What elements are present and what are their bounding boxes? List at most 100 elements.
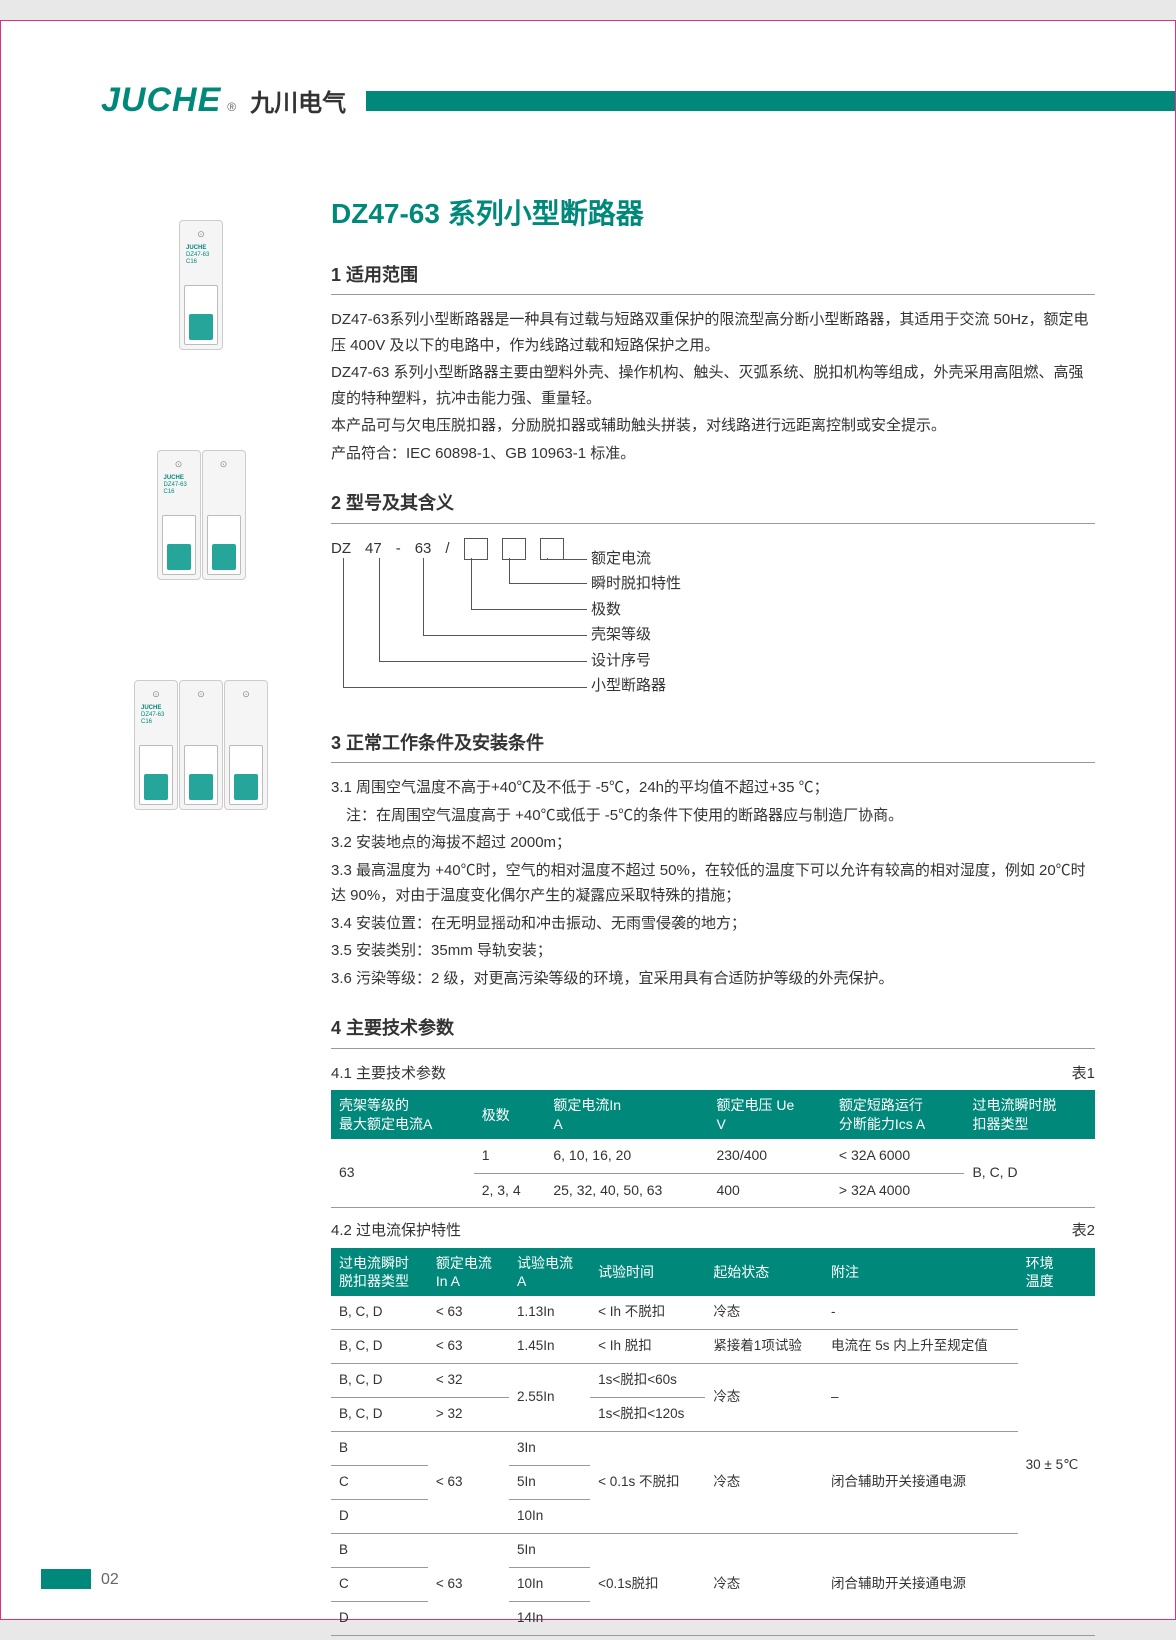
model-box3 [540,538,564,560]
main-content: DZ47-63 系列小型断路器 1 适用范围 DZ47-63系列小型断路器是一种… [331,190,1095,1636]
t2-cell: < Ih 脱扣 [590,1330,705,1364]
model-number-diagram: DZ 47 - 63 / 额定电流 瞬时脱扣特性 [331,536,1095,706]
t1-cell: B, C, D [964,1139,1095,1208]
s3-item-3: 3.3 最高温度为 +40℃时，空气的相对温度不超过 50%，在较低的温度下可以… [331,858,1095,909]
t2-cell: D [331,1601,428,1635]
s1-p1: DZ47-63系列小型断路器是一种具有过载与短路双重保护的限流型高分断小型断路器… [331,307,1095,358]
t2-cell: C [331,1466,428,1500]
t2-cell: 1.13In [509,1296,590,1329]
table1-header: 额定电压 UeV [708,1090,830,1138]
t2-cell: B, C, D [331,1296,428,1329]
t2-cell: 14In [509,1601,590,1635]
s3-item-5: 3.5 安装类别：35mm 导轨安装； [331,938,1095,964]
t2-cell: B, C, D [331,1364,428,1398]
table1-header: 过电流瞬时脱扣器类型 [964,1090,1095,1138]
t2-cell: < 63 [428,1533,509,1635]
t2-cell: 3In [509,1432,590,1466]
s1-p2: DZ47-63 系列小型断路器主要由塑料外壳、操作机构、触头、灭弧系统、脱扣机构… [331,360,1095,411]
t1-cell: < 32A 6000 [831,1139,965,1173]
t2-cell: 冷态 [705,1432,823,1534]
t2-cell: <0.1s脱扣 [590,1533,705,1635]
table2-header: 环境温度 [1018,1248,1095,1296]
model-box1 [464,538,488,560]
t2-cell: B [331,1432,428,1466]
table1-caption: 4.1 主要技术参数 [331,1061,446,1087]
logo-text-cn: 九川电气 [250,83,346,118]
model-label-poles: 极数 [591,597,681,623]
table2-caption: 4.2 过电流保护特性 [331,1218,461,1244]
table1-header: 额定电流InA [545,1090,708,1138]
product-3pole: ⊙JUCHEDZ47-63C16 ⊙ ⊙ [134,680,268,810]
table-1: 壳架等级的最大额定电流A极数额定电流InA额定电压 UeV额定短路运行分断能力I… [331,1090,1095,1208]
t2-cell: < 0.1s 不脱扣 [590,1432,705,1534]
table-2: 过电流瞬时脱扣器类型额定电流In A试验电流A试验时间起始状态附注环境温度 B,… [331,1248,1095,1636]
t1-cell: 63 [331,1139,474,1208]
table1-header: 壳架等级的最大额定电流A [331,1090,474,1138]
model-label-design: 设计序号 [591,648,681,674]
t2-cell: C [331,1567,428,1601]
s1-p3: 本产品可与欠电压脱扣器，分励脱扣器或辅助触头拼装，对线路进行远距离控制或安全提示… [331,413,1095,439]
s3-item-1-note: 注：在周围空气温度高于 +40℃或低于 -5℃的条件下使用的断路器应与制造厂协商… [331,803,1095,829]
t2-cell: 电流在 5s 内上升至规定值 [823,1330,1018,1364]
t2-cell: < 63 [428,1432,509,1534]
table2-header: 附注 [823,1248,1018,1296]
product-image-column: ⊙ JUCHE DZ47-63 C16 ⊙JUCHEDZ47-63C16 ⊙ [101,190,301,1636]
pole-sub: C16 [186,259,197,265]
section-3-heading: 3 正常工作条件及安装条件 [331,728,1095,764]
t2-cell: 冷态 [705,1296,823,1329]
t2-cell: B [331,1533,428,1567]
t2-cell: 2.55In [509,1364,590,1432]
t2-cell: B, C, D [331,1330,428,1364]
t2-cell: < 63 [428,1296,509,1329]
model-label-current: 额定电流 [591,546,681,572]
table1-header: 额定短路运行分断能力Ics A [831,1090,965,1138]
t1-cell: 230/400 [708,1139,830,1173]
t2-cell: 闭合辅助开关接通电源 [823,1432,1018,1534]
model-label-frame: 壳架等级 [591,622,681,648]
t1-cell: 25, 32, 40, 50, 63 [545,1173,708,1208]
section-1-heading: 1 适用范围 [331,260,1095,296]
t2-cell: 30 ± 5℃ [1018,1296,1095,1635]
s3-item-4: 3.4 安装位置：在无明显摇动和冲击振动、无雨雪侵袭的地方； [331,911,1095,937]
t2-cell: – [823,1364,1018,1432]
model-box2 [502,538,526,560]
table2-tag: 表2 [1072,1218,1095,1244]
t2-cell: 紧接着1项试验 [705,1330,823,1364]
s3-item-6: 3.6 污染等级：2 级，对更高污染等级的环境，宜采用具有合适防护等级的外壳保护… [331,966,1095,992]
s1-p4: 产品符合：IEC 60898-1、GB 10963-1 标准。 [331,441,1095,467]
t2-cell: B, C, D [331,1398,428,1432]
logo-registered: ® [227,100,236,114]
logo-text-en: JUCHE [101,81,221,120]
section-3-body: 3.1 周围空气温度不高于+40℃及不低于 -5℃，24h的平均值不超过+35 … [331,775,1095,991]
t2-cell: 5In [509,1466,590,1500]
page-title: DZ47-63 系列小型断路器 [331,190,1095,238]
t1-cell: > 32A 4000 [831,1173,965,1208]
t1-cell: 2, 3, 4 [474,1173,546,1208]
page-number: 02 [101,1571,119,1589]
table2-header: 起始状态 [705,1248,823,1296]
t2-cell: > 32 [428,1398,509,1432]
t2-cell: 冷态 [705,1364,823,1432]
s3-item-1: 3.1 周围空气温度不高于+40℃及不低于 -5℃，24h的平均值不超过+35 … [331,775,1095,801]
model-label-trip: 瞬时脱扣特性 [591,571,681,597]
t2-cell: 1s<脱扣<60s [590,1364,705,1398]
pole-brand: JUCHE [186,245,206,251]
model-label-mcb: 小型断路器 [591,673,681,699]
table2-header: 额定电流In A [428,1248,509,1296]
t2-cell: D [331,1499,428,1533]
s3-item-2: 3.2 安装地点的海拔不超过 2000m； [331,830,1095,856]
page-header: JUCHE ® 九川电气 [101,81,1095,120]
table2-header: 试验电流A [509,1248,590,1296]
t1-cell: 6, 10, 16, 20 [545,1139,708,1173]
section-4-heading: 4 主要技术参数 [331,1013,1095,1049]
t2-cell: 10In [509,1567,590,1601]
t1-cell: 400 [708,1173,830,1208]
table2-header: 试验时间 [590,1248,705,1296]
t2-cell: < Ih 不脱扣 [590,1296,705,1329]
t2-cell: 10In [509,1499,590,1533]
logo: JUCHE ® 九川电气 [101,81,346,120]
table2-header: 过电流瞬时脱扣器类型 [331,1248,428,1296]
table1-header: 极数 [474,1090,546,1138]
section-2-heading: 2 型号及其含义 [331,488,1095,524]
t2-cell: 5In [509,1533,590,1567]
